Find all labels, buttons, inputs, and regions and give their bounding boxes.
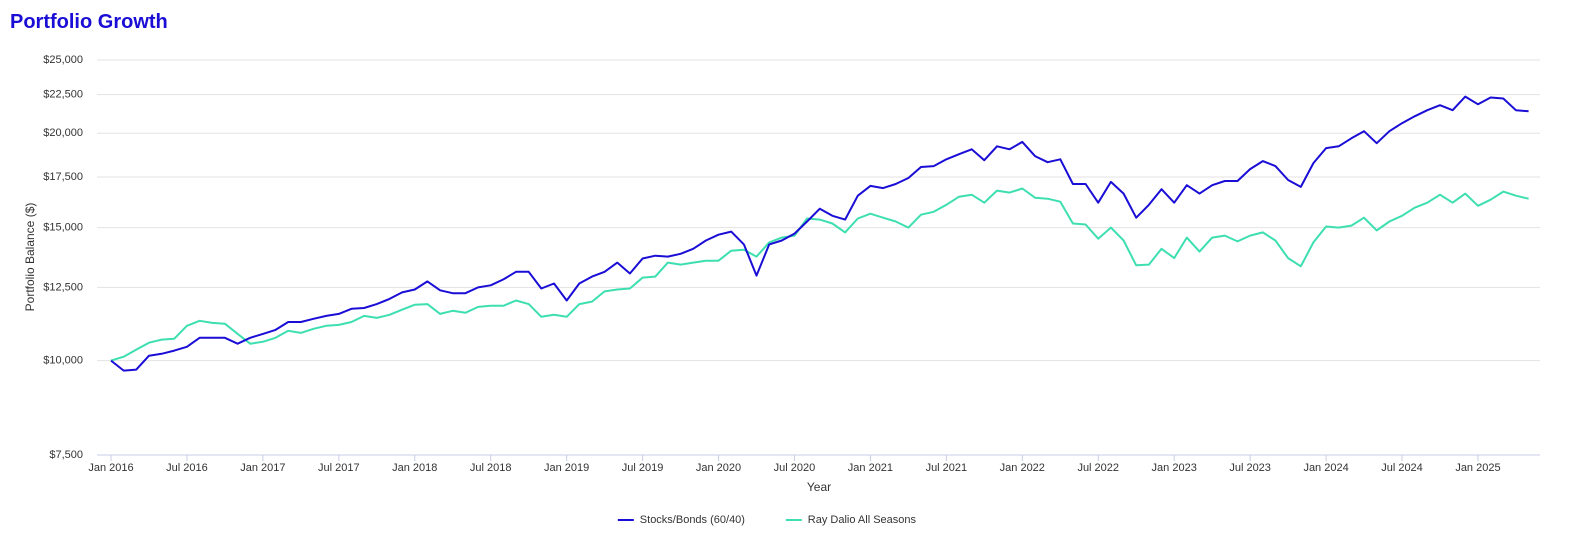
- x-tick-label: Jan 2023: [1152, 462, 1197, 474]
- y-tick-label: $10,000: [43, 355, 83, 367]
- legend-label: Ray Dalio All Seasons: [808, 514, 917, 526]
- x-tick-label: Jan 2019: [544, 462, 589, 474]
- x-tick-label: Jul 2021: [926, 462, 968, 474]
- x-tick-label: Jan 2025: [1455, 462, 1500, 474]
- x-tick-label: Jul 2024: [1381, 462, 1423, 474]
- x-tick-label: Jul 2017: [318, 462, 360, 474]
- x-tick-label: Jan 2016: [88, 462, 133, 474]
- y-tick-label: $17,500: [43, 171, 83, 183]
- series-line: [110, 95, 1529, 372]
- chart-title: Portfolio Growth: [10, 11, 168, 33]
- y-tick-label: $22,500: [43, 88, 83, 100]
- x-tick-label: Jan 2024: [1303, 462, 1348, 474]
- y-axis-label: Portfolio Balance ($): [23, 203, 37, 312]
- y-tick-label: $25,000: [43, 54, 83, 66]
- x-tick-label: Jul 2020: [774, 462, 816, 474]
- x-tick-label: Jan 2020: [696, 462, 741, 474]
- x-tick-label: Jul 2019: [622, 462, 664, 474]
- x-tick-label: Jul 2018: [470, 462, 512, 474]
- series-line: [110, 187, 1529, 362]
- x-tick-label: Jan 2022: [1000, 462, 1045, 474]
- y-tick-label: $7,500: [49, 449, 83, 461]
- x-tick-label: Jan 2021: [848, 462, 893, 474]
- x-tick-label: Jul 2022: [1077, 462, 1119, 474]
- y-tick-label: $12,500: [43, 281, 83, 293]
- x-tick-label: Jan 2018: [392, 462, 437, 474]
- x-tick-label: Jul 2016: [166, 462, 208, 474]
- x-tick-label: Jul 2023: [1229, 462, 1271, 474]
- y-tick-label: $20,000: [43, 127, 83, 139]
- x-axis-label: Year: [807, 480, 831, 494]
- legend-label: Stocks/Bonds (60/40): [640, 514, 745, 526]
- y-tick-label: $15,000: [43, 221, 83, 233]
- x-tick-label: Jan 2017: [240, 462, 285, 474]
